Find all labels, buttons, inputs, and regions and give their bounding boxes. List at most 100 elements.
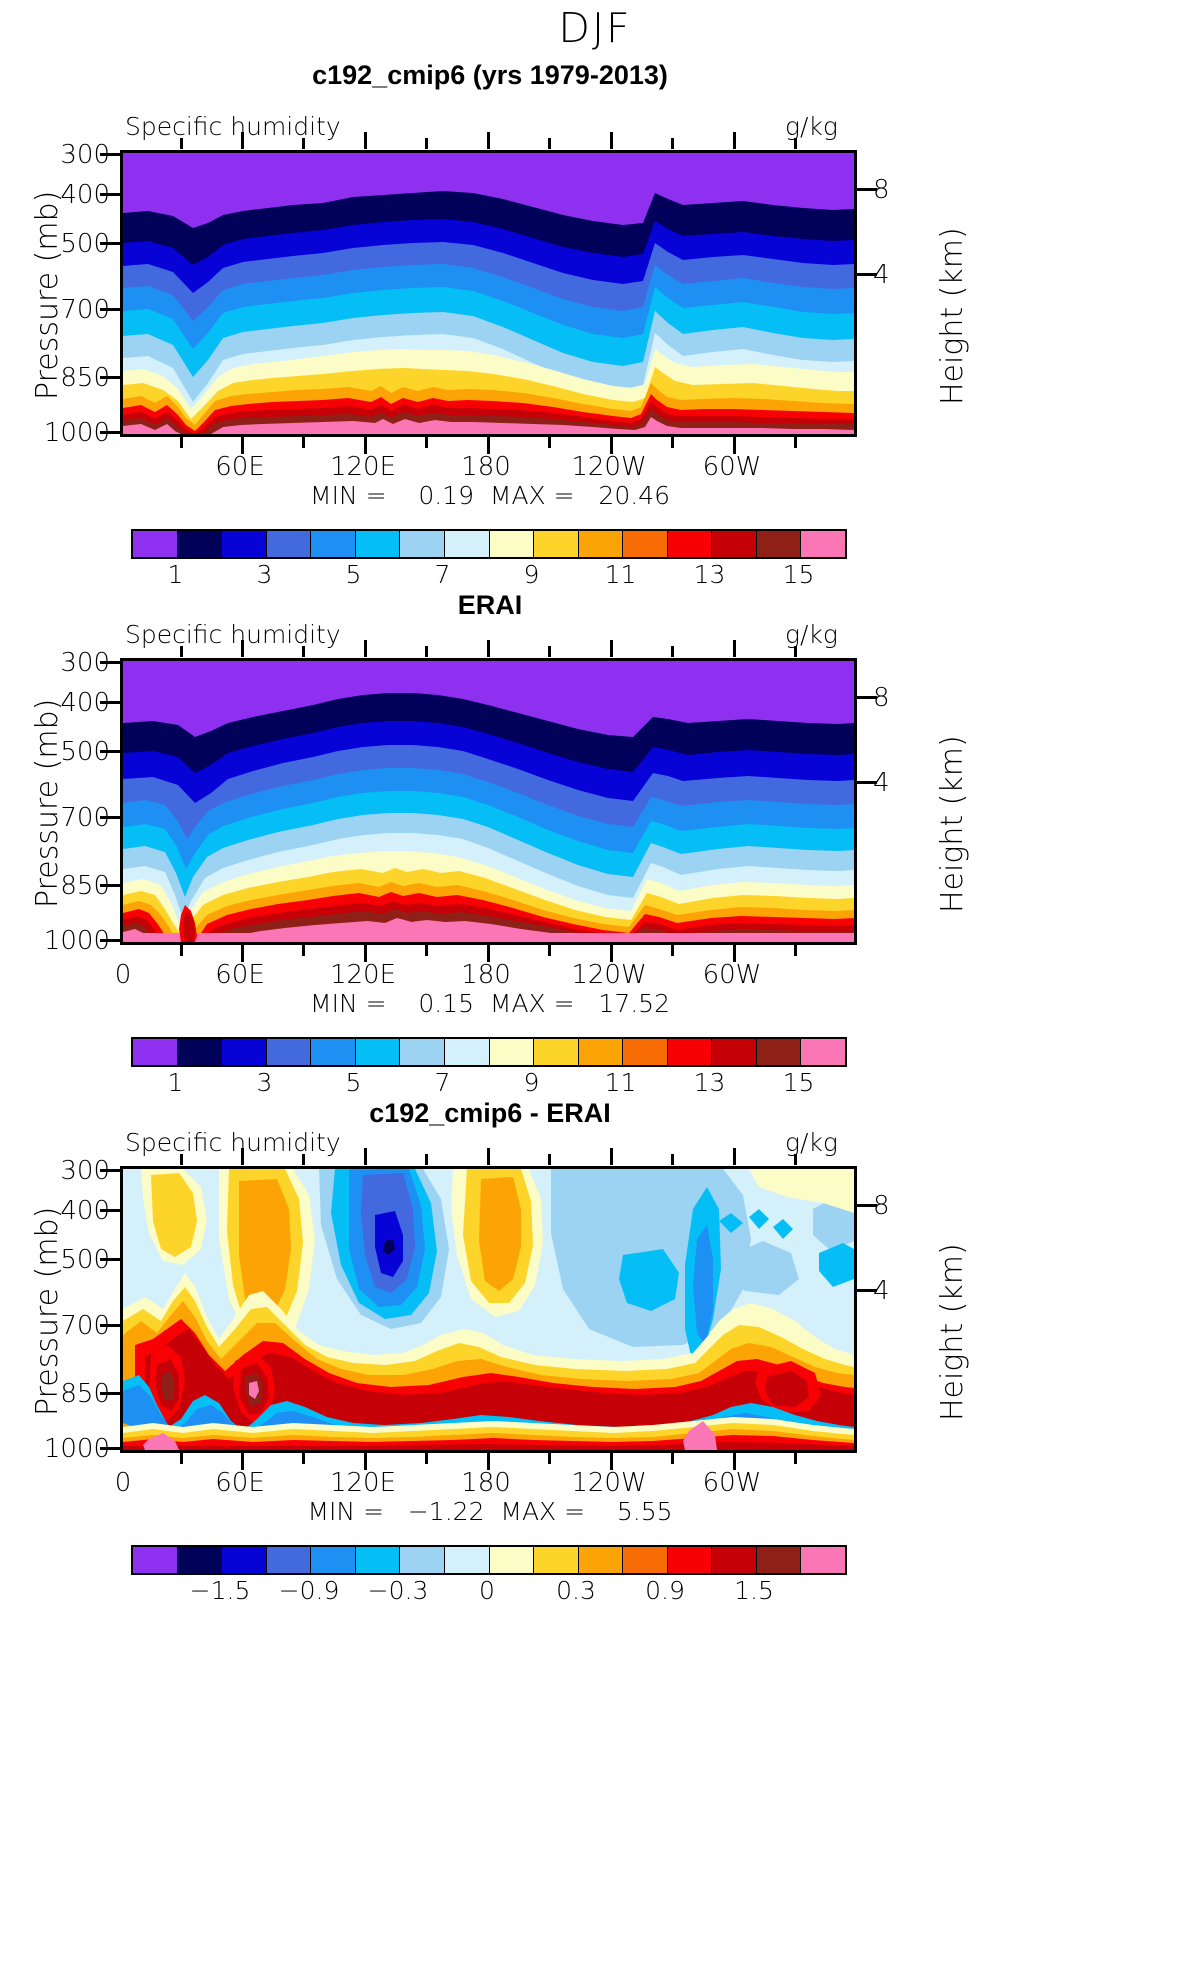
colorbar-cell	[266, 1039, 312, 1065]
ytick-400-difference: 400	[60, 1196, 110, 1226]
xtick-top-major	[610, 132, 613, 149]
ytick-700-model: 700	[60, 295, 110, 325]
colorbar-cell	[355, 531, 401, 557]
xtick-top-major	[487, 1148, 490, 1165]
colorbar-cell	[489, 1547, 535, 1573]
colorbar-tick-label: 5	[345, 560, 362, 589]
colorbar-tick-label: 7	[434, 1068, 451, 1097]
colorbar-cell	[623, 1039, 668, 1065]
y2tick-8-model: 8	[873, 175, 890, 205]
xtick-120E-model: 120E	[329, 452, 397, 482]
ytick-mark	[100, 1324, 122, 1327]
colorbar-tick-label: 1	[167, 1068, 184, 1097]
ytick-mark	[100, 1258, 122, 1261]
ytick-mark	[100, 816, 122, 819]
colorbar-tick-label: 0.3	[556, 1576, 596, 1605]
colorbar-cell	[222, 1039, 267, 1065]
colorbar-cell	[667, 1039, 713, 1065]
xtick-top-minor	[425, 138, 428, 149]
xtick-top-major	[610, 640, 613, 657]
colorbar-cell	[133, 531, 178, 557]
ytick-400-erai: 400	[60, 688, 110, 718]
xtick-mark-minor	[794, 437, 797, 448]
ytick-mark	[100, 750, 122, 753]
xtick-top-minor	[794, 1154, 797, 1165]
colorbar-erai	[131, 1037, 847, 1067]
colorbar-cell	[534, 1547, 579, 1573]
ytick-850-erai: 850	[60, 871, 110, 901]
y2tick-mark	[855, 1204, 877, 1207]
xtick-top-major	[733, 640, 736, 657]
xtick-120E-erai: 120E	[329, 960, 397, 990]
colorbar-cell	[712, 1547, 757, 1573]
colorbar-cell	[444, 1547, 490, 1573]
ytick-mark	[100, 701, 122, 704]
xtick-60E-model: 60E	[215, 452, 265, 482]
colorbar-cell	[133, 1547, 178, 1573]
colorbar-cell	[801, 531, 845, 557]
ytick-850-model: 850	[60, 363, 110, 393]
ytick-mark	[100, 376, 122, 379]
colorbar-cell	[489, 1039, 535, 1065]
xtick-mark-major	[733, 1453, 736, 1470]
ytick-mark	[100, 308, 122, 311]
colorbar-cell	[756, 1547, 802, 1573]
xtick-mark-minor	[548, 437, 551, 448]
y2tick-mark	[855, 781, 877, 784]
variable-label-erai: Specific humidity	[125, 620, 341, 649]
xtick-mark-major	[364, 945, 367, 962]
y2tick-4-model: 4	[873, 260, 890, 290]
colorbar-cell	[712, 531, 757, 557]
ytick-500-erai: 500	[60, 737, 110, 767]
colorbar-cell	[444, 531, 490, 557]
ytick-mark	[100, 939, 122, 942]
xtick-mark-minor	[671, 945, 674, 956]
contour-field-erai	[123, 661, 854, 942]
colorbar-cell	[489, 531, 535, 557]
colorbar-labels-model: 1 3 5 7 9 11 13 15	[131, 560, 847, 590]
y2tick-mark	[855, 188, 877, 191]
ytick-mark	[100, 431, 122, 434]
contour-field-model	[123, 153, 854, 434]
xtick-mark-minor	[548, 1453, 551, 1464]
colorbar-cell	[444, 1039, 490, 1065]
xtick-0-difference: 0	[114, 1468, 132, 1498]
colorbar-cell	[756, 1039, 802, 1065]
xtick-mark-major	[610, 945, 613, 962]
colorbar-cell	[133, 1039, 178, 1065]
ytick-mark	[100, 1447, 122, 1450]
ytick-mark	[100, 1169, 122, 1172]
colorbar-cell	[400, 1547, 445, 1573]
y2tick-mark	[855, 273, 877, 276]
colorbar-tick-label: 9	[523, 560, 540, 589]
xtick-mark-major	[487, 1453, 490, 1470]
xtick-top-minor	[180, 1154, 183, 1165]
xtick-mark-minor	[425, 945, 428, 956]
y2tick-mark	[855, 696, 877, 699]
xtick-mark-major	[241, 945, 244, 962]
minmax-text-difference: MIN = −1.22 MAX = 5.55	[307, 1497, 673, 1526]
colorbar-tick-label: 7	[434, 560, 451, 589]
xtick-top-major	[364, 132, 367, 149]
colorbar-cell	[266, 1547, 312, 1573]
xtick-top-minor	[671, 138, 674, 149]
xtick-top-major	[241, 1148, 244, 1165]
colorbar-cell	[578, 531, 624, 557]
colorbar-tick-label: 15	[782, 1068, 815, 1097]
colorbar-cell	[623, 1547, 668, 1573]
variable-label-difference: Specific humidity	[125, 1128, 341, 1157]
colorbar-cell	[801, 1039, 845, 1065]
xtick-top-major	[364, 640, 367, 657]
xtick-mark-minor	[180, 945, 183, 956]
xtick-mark-major	[241, 1453, 244, 1470]
figure-suptitle: DJF	[558, 4, 632, 52]
ytick-850-difference: 850	[60, 1379, 110, 1409]
ytick-500-difference: 500	[60, 1245, 110, 1275]
xtick-60W-difference: 60W	[702, 1468, 762, 1498]
xtick-mark-major	[364, 1453, 367, 1470]
colorbar-cell	[355, 1547, 401, 1573]
ytick-300-model: 300	[60, 140, 110, 170]
colorbar-difference	[131, 1545, 847, 1575]
xtick-top-minor	[425, 646, 428, 657]
